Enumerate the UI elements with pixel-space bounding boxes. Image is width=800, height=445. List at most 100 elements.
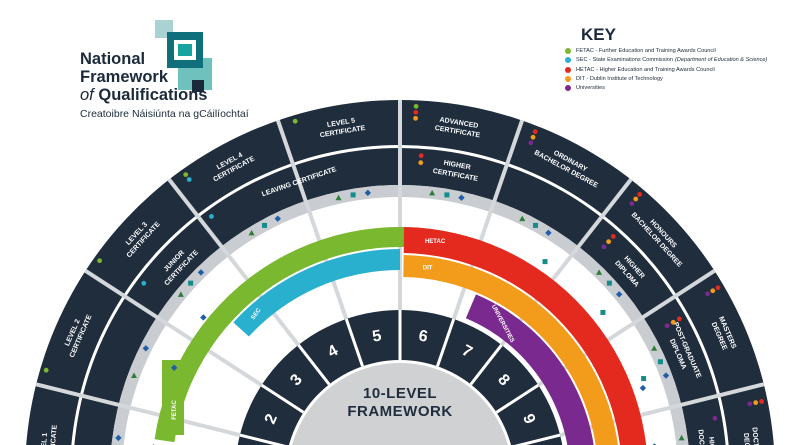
diamond-marker-icon [197,269,205,276]
key-dot-icon [565,48,571,55]
award-dot-icon [670,319,676,325]
triangle-marker-icon [678,434,685,441]
level-title-text: LEVEL 1 [40,433,49,445]
award-dot-icon [753,400,759,406]
key-item: Universities [565,84,795,91]
award-dot-icon [418,160,424,166]
triangle-marker-icon [596,269,603,275]
award-dot-icon [664,323,670,329]
award-dot-icon [413,103,419,109]
level-number-divider [239,433,286,445]
fetac-band-stub [162,360,184,435]
key-item-label: SEC - State Examinations Commission [576,57,673,64]
level-number: 5 [371,328,383,346]
award-dot-icon [633,196,639,202]
award-dot-icon [710,288,716,294]
triangle-marker-icon [177,291,184,297]
framework-center [292,363,508,445]
award-dot-icon [759,399,764,404]
key-item: FETAC - Further Education and Training A… [565,48,795,55]
inner-title-text: DOCTORATE [697,429,707,445]
diamond-marker-icon [639,384,647,392]
key-legend: KEY FETAC - Further Education and Traini… [565,25,795,91]
diamond-marker-icon [662,372,670,379]
key-dot-icon [565,57,571,64]
triangle-marker-icon [335,194,342,201]
award-dot-icon [715,285,721,291]
award-dot-icon [747,401,753,407]
key-item-note: (Department of Education & Science) [675,57,768,64]
level-title-text: DEGREE [742,433,751,445]
award-dot-icon [183,172,189,177]
square-marker-icon [261,222,267,228]
diamond-marker-icon [458,194,465,201]
award-dot-icon [705,291,711,297]
triangle-marker-icon [519,215,526,222]
award-dot-icon [601,244,607,250]
hetac-band [403,227,647,445]
level-number: 6 [417,328,429,346]
award-dot-icon [606,239,612,245]
square-marker-icon [600,309,606,315]
inner-title-ring [74,148,726,445]
square-marker-icon [533,222,539,228]
award-dot-icon [532,129,538,135]
inner-title-text: HIGHER [443,160,471,172]
level-number-divider [436,318,456,367]
nfq-logo: National Framework of Qualifications Cre… [80,20,280,130]
logo-squares-icon [155,20,212,92]
award-dot-icon [292,118,298,124]
inner-title-text: HIGHER [707,437,716,445]
key-item-label: FETAC - Further Education and Training A… [576,48,716,55]
key-dot-icon [565,84,571,91]
level-number-divider [469,344,503,386]
logo-title-line3: of Qualifications [80,86,207,104]
square-marker-icon [657,359,663,365]
award-dot-icon [97,258,102,264]
logo-title-line1: National [80,50,146,68]
level-number-divider [495,383,540,414]
key-item: SEC - State Examinations Commission (Depa… [565,57,795,64]
dit-band [403,255,618,445]
key-item-label: DIT - Dublin Institute of Technology [576,75,663,82]
logo-title-line2: Framework [80,68,169,86]
diamond-marker-icon [545,229,552,237]
outer-title-ring [26,99,774,445]
award-dot-icon [676,316,682,322]
square-marker-icon [444,192,450,198]
key-item-label: HETAC - Higher Education and Training Aw… [576,66,715,73]
hetac-band-label: HETAC [425,239,446,245]
square-marker-icon [606,280,612,286]
square-marker-icon [542,259,548,265]
diamond-marker-icon [200,314,207,321]
triangle-marker-icon [248,229,255,236]
award-dot-icon [637,192,643,197]
award-dot-icon [141,280,147,286]
award-dot-icon [413,109,419,115]
award-dot-icon [528,140,534,146]
key-dot-icon [565,66,571,73]
logo-irish-title: Creatoibre Náisiúnta na gCáilíochtaí [80,108,249,120]
fetac-band-label: FETAC [172,400,178,420]
award-dot-icon [413,115,418,121]
diamond-marker-icon [142,345,150,352]
award-dot-icon [712,415,718,421]
key-title: KEY [581,25,616,44]
award-dot-icon [43,367,49,373]
diamond-marker-icon [364,189,372,197]
award-dot-icon [629,201,635,206]
level-number-divider [514,433,561,445]
triangle-marker-icon [429,189,436,196]
square-marker-icon [188,280,194,286]
diamond-marker-icon [170,364,178,371]
key-item: DIT - Dublin Institute of Technology [565,75,795,82]
award-dot-icon [209,214,214,219]
award-dot-icon [530,134,536,140]
diamond-marker-icon [615,291,623,298]
dit-band-label: DIT [423,265,433,271]
level-title-text: CERTIFICATE [48,424,59,445]
triangle-marker-icon [651,345,658,351]
key-item-label: Universities [576,84,605,91]
logo-title-qualifications: Qualifications [98,86,208,104]
